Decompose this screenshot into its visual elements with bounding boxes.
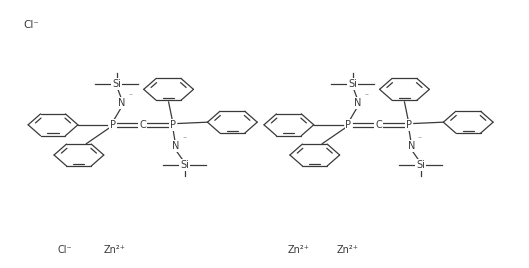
Text: P: P (110, 120, 116, 130)
Text: Si: Si (112, 79, 121, 88)
Text: Cl⁻: Cl⁻ (58, 245, 72, 255)
Text: C: C (139, 120, 146, 130)
Text: ⁻: ⁻ (418, 135, 422, 144)
Text: Zn²⁺: Zn²⁺ (287, 245, 309, 255)
Text: Zn²⁺: Zn²⁺ (103, 245, 125, 255)
Text: Si: Si (180, 160, 189, 170)
Text: Si: Si (348, 79, 357, 88)
Text: ⁻: ⁻ (182, 135, 186, 144)
Text: ⁻: ⁻ (129, 92, 133, 101)
Text: Zn²⁺: Zn²⁺ (336, 245, 359, 255)
Text: Cl⁻: Cl⁻ (23, 20, 39, 30)
Text: C: C (375, 120, 382, 130)
Text: P: P (406, 120, 412, 130)
Text: P: P (170, 120, 176, 130)
Text: ⁻: ⁻ (364, 92, 369, 101)
Text: N: N (171, 141, 179, 151)
Text: N: N (118, 98, 125, 108)
Text: N: N (354, 98, 361, 108)
Text: P: P (345, 120, 351, 130)
Text: N: N (407, 141, 415, 151)
Text: Si: Si (416, 160, 425, 170)
